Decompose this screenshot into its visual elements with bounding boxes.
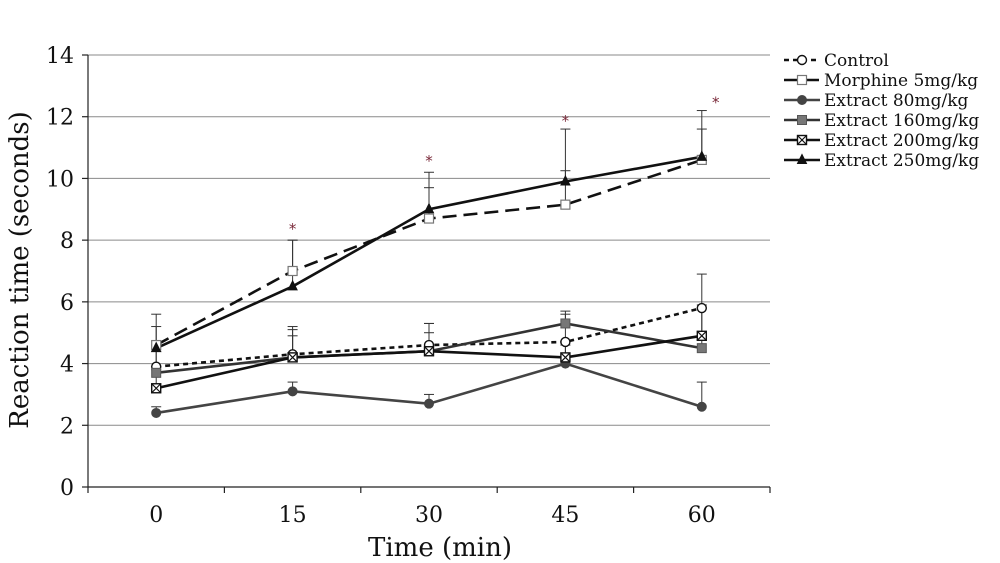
marker-s2-p0 — [151, 407, 162, 418]
marker-s3-p3 — [560, 318, 571, 329]
legend-item-0: Control — [784, 51, 889, 71]
marker-s4-p0 — [150, 383, 162, 394]
error-bar-s5-p3 — [560, 128, 571, 182]
marker-s0-p4 — [696, 302, 707, 314]
legend-item-4: Extract 200mg/kg — [784, 131, 979, 151]
error-bar-s5-p4 — [696, 110, 707, 157]
y-tick-label-3: 6 — [60, 291, 74, 316]
marker-s5-p2 — [423, 202, 435, 214]
significance-star-1: * — [425, 152, 433, 170]
marker-s2-p2 — [424, 398, 434, 409]
x-tick-label-4: 60 — [688, 503, 716, 528]
significance-annotations: * * * * — [289, 93, 720, 238]
y-tick-label-0: 0 — [60, 476, 74, 501]
legend-swatch-marker-3 — [797, 115, 807, 125]
marker-s3-p0 — [151, 367, 162, 378]
marker-s2-p4 — [696, 401, 707, 412]
x-tick-label-0: 0 — [149, 503, 163, 528]
marker-s1-p1 — [287, 265, 298, 277]
marker-s4-p3 — [560, 352, 571, 363]
marker-s1-p3 — [560, 199, 571, 210]
tick-labels: 0 2 4 6 8 10 12 14 0 15 30 45 60 — [46, 44, 716, 528]
legend-swatch-marker-2 — [797, 95, 807, 105]
legend-item-3: Extract 160mg/kg — [784, 111, 979, 131]
legend-swatch-marker-1 — [796, 74, 808, 86]
marker-s5-p0 — [150, 341, 162, 353]
marker-s0-p3 — [560, 336, 571, 348]
y-tick-label-4: 8 — [60, 229, 74, 254]
marker-s1-p2 — [423, 213, 435, 224]
error-bar-s5-p1 — [287, 239, 298, 287]
significance-star-2: * — [562, 112, 570, 130]
marker-s5-p4 — [696, 150, 708, 161]
marker-s5-p1 — [287, 279, 298, 291]
x-tick-label-1: 15 — [279, 503, 307, 528]
legend-swatch-marker-5 — [796, 153, 808, 164]
legend-swatch-marker-0 — [796, 54, 808, 66]
y-tick-label-2: 4 — [60, 353, 74, 378]
x-axis-title: Time (min) — [368, 533, 512, 563]
marker-s4-p2 — [423, 346, 435, 357]
legend-item-1: Morphine 5mg/kg — [784, 71, 978, 91]
legend-label-0: Control — [824, 51, 889, 71]
x-tick-label-2: 30 — [415, 503, 443, 528]
y-axis-title: Reaction time (seconds) — [5, 111, 35, 428]
significance-star-0: * — [289, 220, 297, 238]
y-tick-label-5: 10 — [46, 167, 74, 192]
legend-label-3: Extract 160mg/kg — [824, 111, 979, 131]
x-tick-label-3: 45 — [551, 503, 579, 528]
error-bar-s0-p4 — [696, 273, 707, 309]
legend-swatch-marker-4 — [796, 134, 808, 146]
axes — [82, 54, 771, 493]
significance-star-3: * — [712, 93, 720, 111]
legend-item-2: Extract 80mg/kg — [784, 91, 969, 111]
y-tick-label-1: 2 — [60, 414, 74, 439]
marker-s3-p4 — [696, 343, 707, 354]
y-tick-label-7: 14 — [46, 44, 74, 69]
series-markers — [150, 150, 708, 418]
marker-s4-p4 — [696, 330, 707, 341]
legend-label-4: Extract 200mg/kg — [824, 131, 979, 151]
marker-s2-p1 — [287, 386, 298, 397]
legend-item-5: Extract 250mg/kg — [784, 151, 979, 171]
legend-label-1: Morphine 5mg/kg — [824, 71, 978, 91]
y-tick-label-6: 12 — [46, 106, 74, 131]
marker-s5-p3 — [560, 174, 571, 186]
legend-label-2: Extract 80mg/kg — [824, 91, 969, 111]
marker-s4-p1 — [287, 352, 298, 363]
legend-label-5: Extract 250mg/kg — [824, 151, 979, 171]
